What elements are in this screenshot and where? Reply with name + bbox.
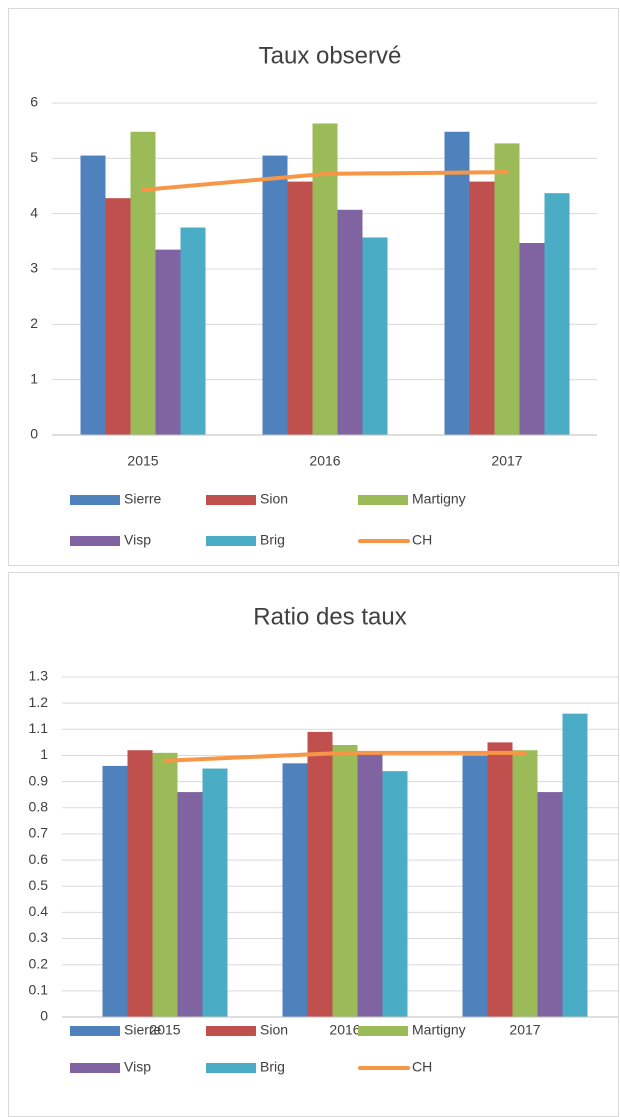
y-tick-label: 1.2 bbox=[29, 694, 49, 710]
legend-label: Brig bbox=[260, 532, 285, 548]
legend-label: Sierre bbox=[124, 491, 162, 507]
legend-label: Sierre bbox=[124, 1022, 162, 1038]
y-tick-label: 0.3 bbox=[29, 929, 49, 945]
legend-label: Sion bbox=[260, 1022, 288, 1038]
legend-label: Visp bbox=[124, 1059, 151, 1075]
legend-label: CH bbox=[412, 1059, 432, 1075]
bar bbox=[155, 249, 181, 435]
legend-swatch bbox=[358, 495, 408, 505]
chart-title: Taux observé bbox=[259, 42, 402, 69]
y-tick-label: 0 bbox=[30, 426, 38, 442]
bar bbox=[337, 209, 363, 435]
line bbox=[141, 170, 509, 192]
x-tick-label: 2017 bbox=[491, 453, 522, 469]
legend-swatch bbox=[206, 1026, 256, 1036]
bar bbox=[262, 155, 288, 436]
bar bbox=[519, 242, 545, 435]
y-tick-label: 0.4 bbox=[29, 903, 49, 919]
legend-swatch bbox=[70, 495, 120, 505]
y-tick-label: 3 bbox=[30, 260, 38, 276]
x-tick-label: 2015 bbox=[149, 1022, 180, 1038]
y-tick-label: 2 bbox=[30, 315, 38, 331]
bar bbox=[562, 713, 588, 1017]
legend-label: Brig bbox=[260, 1059, 285, 1075]
y-tick-label: 1.3 bbox=[29, 668, 49, 684]
legend-swatch bbox=[70, 536, 120, 546]
y-tick-label: 1 bbox=[40, 746, 48, 762]
y-tick-label: 0 bbox=[40, 1008, 48, 1024]
bar bbox=[287, 181, 313, 435]
legend-swatch bbox=[206, 495, 256, 505]
bar bbox=[105, 198, 131, 435]
y-tick-label: 1 bbox=[30, 370, 38, 386]
legend-swatch bbox=[206, 1063, 256, 1073]
legend-swatch bbox=[206, 536, 256, 546]
x-tick-label: 2016 bbox=[309, 453, 340, 469]
y-tick-label: 6 bbox=[30, 94, 38, 110]
bar bbox=[469, 181, 495, 435]
bar bbox=[332, 745, 358, 1017]
y-tick-label: 4 bbox=[30, 204, 38, 220]
bar bbox=[307, 731, 333, 1017]
legend-swatch bbox=[70, 1063, 120, 1073]
bar bbox=[444, 131, 470, 436]
bar bbox=[152, 752, 178, 1017]
bar bbox=[312, 123, 338, 436]
bar bbox=[362, 237, 388, 435]
legend-swatch bbox=[70, 1026, 120, 1036]
bar bbox=[382, 771, 408, 1017]
y-tick-label: 0.7 bbox=[29, 825, 49, 841]
bar bbox=[487, 742, 513, 1017]
y-tick-label: 0.8 bbox=[29, 798, 49, 814]
bar bbox=[494, 143, 520, 436]
y-tick-label: 0.6 bbox=[29, 851, 49, 867]
bar bbox=[512, 750, 538, 1017]
bar bbox=[357, 752, 383, 1017]
bar bbox=[80, 155, 106, 436]
bar bbox=[544, 193, 570, 435]
bar bbox=[180, 227, 206, 435]
bar bbox=[130, 131, 156, 436]
bar bbox=[202, 768, 228, 1017]
legend-label: Martigny bbox=[412, 1022, 466, 1038]
bar bbox=[102, 765, 128, 1017]
y-tick-label: 0.2 bbox=[29, 955, 49, 971]
bar bbox=[177, 792, 203, 1017]
y-tick-label: 5 bbox=[30, 149, 38, 165]
y-tick-label: 1.1 bbox=[29, 720, 49, 736]
legend-label: CH bbox=[412, 532, 432, 548]
legend-swatch bbox=[358, 1026, 408, 1036]
y-tick-label: 0.9 bbox=[29, 772, 49, 788]
chart-frame bbox=[8, 8, 619, 566]
line bbox=[163, 750, 527, 763]
x-tick-label: 2016 bbox=[329, 1022, 360, 1038]
bar bbox=[462, 755, 488, 1017]
x-tick-label: 2015 bbox=[127, 453, 158, 469]
bar bbox=[537, 792, 563, 1017]
legend-label: Martigny bbox=[412, 491, 466, 507]
y-tick-label: 0.5 bbox=[29, 877, 49, 893]
bar bbox=[127, 750, 153, 1017]
chart-title: Ratio des taux bbox=[253, 603, 406, 630]
legend-label: Sion bbox=[260, 491, 288, 507]
legend-label: Visp bbox=[124, 532, 151, 548]
bar bbox=[282, 763, 308, 1017]
x-tick-label: 2017 bbox=[509, 1022, 540, 1038]
y-tick-label: 0.1 bbox=[29, 982, 49, 998]
